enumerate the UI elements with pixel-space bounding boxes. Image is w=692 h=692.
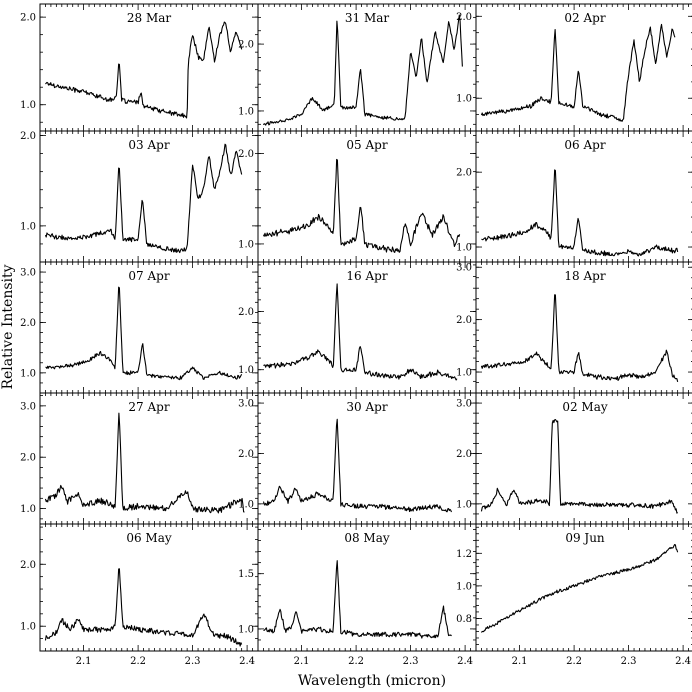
y-tick-label: 3.0 [456, 399, 472, 410]
y-tick-label: 1.2 [456, 549, 472, 560]
panel-06-apr: 1.0 2.0 06 Apr [456, 130, 692, 263]
y-tick-label: 3.0 [456, 263, 472, 274]
panel-03-apr: 1.0 2.0 03 Apr [20, 130, 259, 263]
panel-16-apr: 1.0 2.0 16 Apr [238, 261, 477, 394]
panel-28-mar: 1.0 2.0 28 Mar [20, 3, 259, 132]
spectrum-line [44, 143, 243, 254]
y-tick-label: 1.0 [238, 106, 254, 117]
spectrum-line [263, 560, 452, 639]
y-tick-label: 1.0 [20, 100, 36, 111]
panel-title: 05 Apr [346, 138, 387, 152]
spectrum-line [263, 283, 458, 381]
x-tick-label: 2.3 [621, 656, 637, 667]
y-tick-label: 2.0 [456, 315, 472, 326]
y-tick-label: 2.0 [456, 449, 472, 460]
panel-07-apr: 1.0 2.0 3.0 07 Apr [20, 261, 259, 394]
panel-title: 06 Apr [564, 138, 605, 152]
y-tick-label: 2.0 [238, 149, 254, 160]
panel-title: 09 Jun [565, 531, 605, 545]
spectrum-line [480, 418, 679, 514]
x-tick-label: 2.2 [130, 656, 146, 667]
y-tick-label: 1.5 [238, 569, 254, 580]
panel-title: 30 Apr [346, 400, 387, 414]
y-tick-label: 1.0 [238, 239, 254, 250]
panel-title: 18 Apr [564, 269, 605, 283]
y-tick-label: 1.0 [456, 243, 472, 254]
panel-title: 03 Apr [128, 138, 169, 152]
y-tick-label: 2.0 [20, 131, 36, 142]
y-tick-label: 2.0 [238, 449, 254, 460]
panel-02-apr: 1.0 2.0 02 Apr [456, 3, 692, 132]
y-tick-label: 1.0 [456, 94, 472, 105]
panel-title: 31 Mar [345, 11, 390, 25]
y-tick-label: 2.0 [20, 318, 36, 329]
x-axis-title: Wavelength (micron) [298, 673, 446, 689]
y-tick-label: 1.0 [238, 624, 254, 635]
panel-27-apr: 1.0 2.0 3.0 27 Apr [20, 392, 259, 525]
spectrum-line [480, 294, 679, 383]
y-tick-label: 1.0 [456, 368, 472, 379]
y-tick-label: 2.0 [20, 453, 36, 464]
x-tick-label: 2.3 [403, 656, 419, 667]
panel-title: 08 May [344, 531, 390, 545]
panel-title: 07 Apr [128, 269, 169, 283]
spectrum-line [262, 418, 452, 513]
y-tick-label: 1.0 [238, 499, 254, 510]
x-tick-label: 2.2 [566, 656, 582, 667]
y-tick-label: 2.0 [238, 307, 254, 318]
y-tick-label: 1.0 [20, 504, 36, 515]
panel-title: 02 Apr [564, 11, 605, 25]
y-axis-title: Relative Intensity [0, 264, 16, 389]
y-tick-label: 1.0 [20, 368, 36, 379]
y-tick-label: 1.0 [456, 581, 472, 592]
y-tick-label: 3.0 [238, 399, 254, 410]
x-tick-label: 2.2 [348, 656, 364, 667]
y-tick-label: 2.0 [456, 12, 472, 23]
x-tick-label: 2.4 [239, 656, 255, 667]
x-tick-label: 2.1 [512, 656, 528, 667]
y-tick-label: 1.0 [238, 365, 254, 376]
spectrum-line [44, 568, 243, 647]
y-tick-label: 0.8 [456, 614, 472, 625]
panel-09-jun: 2.1 2.2 2.3 2.4 0.8 1.0 1.2 09 Jun [456, 523, 692, 667]
y-tick-label: 3.0 [20, 401, 36, 412]
spectrum-line [262, 158, 461, 253]
panel-18-apr: 1.0 2.0 3.0 18 Apr [456, 261, 692, 394]
x-tick-label: 2.3 [185, 656, 201, 667]
panel-06-may: 2.1 2.2 2.3 2.4 1.0 2.0 06 May [20, 523, 259, 667]
panel-title: 28 Mar [127, 11, 172, 25]
panel-05-apr: 1.0 2.0 05 Apr [238, 130, 477, 263]
spectrum-line [262, 14, 463, 126]
y-tick-label: 2.0 [20, 13, 36, 24]
spectrum-line [45, 286, 243, 381]
panel-31-mar: 1.0 2.0 31 Mar [238, 3, 477, 132]
x-tick-label: 2.1 [294, 656, 310, 667]
spectrum-line [45, 21, 243, 119]
spectrum-line [481, 544, 679, 633]
panel-title: 16 Apr [346, 269, 387, 283]
spectrum-line [44, 412, 245, 514]
panel-30-apr: 1.0 2.0 3.0 30 Apr [238, 392, 477, 525]
panel-title: 06 May [126, 531, 172, 545]
x-tick-label: 2.4 [457, 656, 473, 667]
y-tick-label: 1.0 [456, 499, 472, 510]
x-tick-label: 2.4 [675, 656, 691, 667]
y-tick-label: 1.0 [20, 221, 36, 232]
y-tick-label: 3.0 [20, 268, 36, 279]
y-tick-label: 2.0 [20, 560, 36, 571]
y-tick-label: 2.0 [456, 168, 472, 179]
panel-title: 27 Apr [128, 400, 169, 414]
panel-02-may: 1.0 2.0 3.0 02 May [456, 392, 692, 525]
spectrum-line [481, 169, 679, 257]
y-tick-label: 2.0 [238, 40, 254, 51]
panel-title: 02 May [562, 400, 608, 414]
spectrum-line [480, 23, 676, 122]
y-tick-label: 1.0 [20, 622, 36, 633]
panel-08-may: 2.1 2.2 2.3 2.4 1.0 1.5 08 May [238, 523, 477, 667]
x-tick-label: 2.1 [76, 656, 92, 667]
